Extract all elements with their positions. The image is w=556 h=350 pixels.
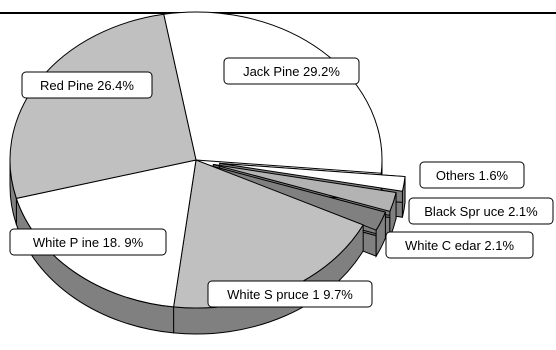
slice-label-box [223, 57, 360, 85]
slice-label-text: White P ine 18. 9% [33, 235, 144, 250]
slice-label-box [207, 280, 373, 308]
slice-label-box [9, 228, 167, 256]
slice-white-cedar [208, 164, 387, 231]
slice-label-white-spruce: White S pruce 1 9.7% [207, 280, 373, 308]
slice-black-spruce [213, 164, 397, 212]
slice-label-text: Black Spr uce 2.1% [424, 204, 538, 219]
slice-label-white-cedar: White C edar 2.1% [385, 231, 534, 259]
slice-label-white-pine: White P ine 18. 9% [9, 228, 167, 256]
slice-label-box [385, 231, 534, 259]
slice-jack-pine [163, 11, 383, 174]
slice-label-text: Jack Pine 29.2% [243, 64, 340, 79]
slice-label-text: Others 1.6% [436, 168, 509, 183]
slice-label-others: Others 1.6% [419, 161, 525, 189]
slice-label-jack-pine: Jack Pine 29.2% [223, 57, 360, 85]
slice-label-text: White S pruce 1 9.7% [227, 287, 353, 302]
pie-labels: Jack Pine 29.2% Others 1.6% Black Spr uce … [9, 57, 554, 308]
slice-label-text: Red Pine 26.4% [40, 78, 134, 93]
slice-label-black-spruce: Black Spr uce 2.1% [408, 197, 554, 225]
slice-others [219, 162, 406, 192]
slice-label-red-pine: Red Pine 26.4% [21, 71, 153, 99]
slice-label-box [408, 197, 554, 225]
slice-label-text: White C edar 2.1% [405, 238, 515, 253]
slice-label-box [419, 161, 525, 189]
slice-label-box [21, 71, 153, 99]
